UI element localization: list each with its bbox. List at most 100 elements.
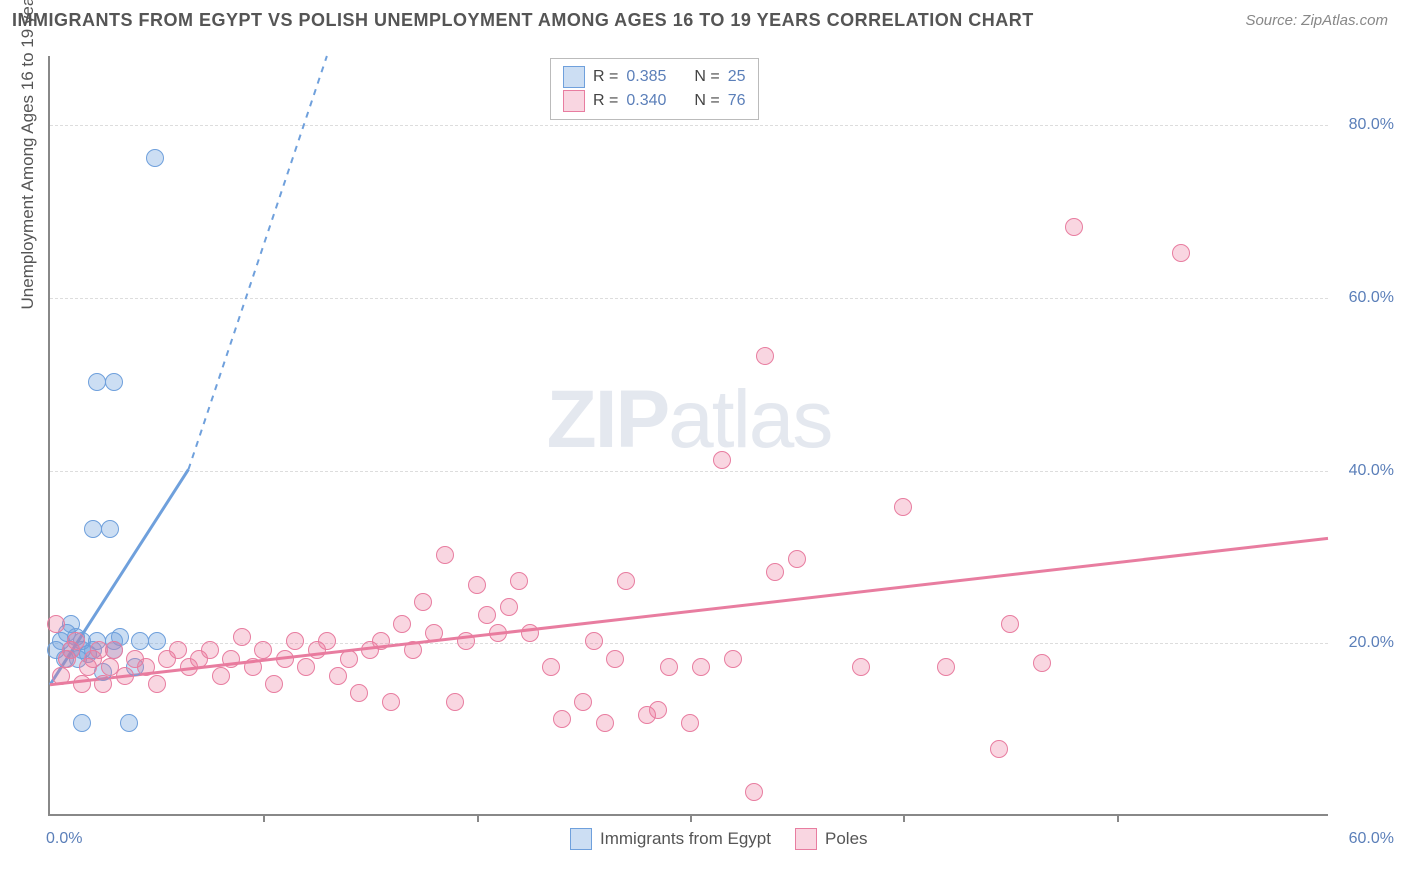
scatter-point — [414, 593, 432, 611]
scatter-point — [404, 641, 422, 659]
scatter-point — [276, 650, 294, 668]
scatter-point — [660, 658, 678, 676]
scatter-point — [990, 740, 1008, 758]
scatter-point — [84, 520, 102, 538]
x-tick — [263, 814, 265, 822]
scatter-point — [254, 641, 272, 659]
scatter-point — [137, 658, 155, 676]
series-legend-label: Immigrants from Egypt — [600, 829, 771, 849]
scatter-point — [265, 675, 283, 693]
scatter-point — [745, 783, 763, 801]
scatter-point — [120, 714, 138, 732]
y-tick-label: 60.0% — [1334, 289, 1394, 307]
scatter-point — [73, 675, 91, 693]
scatter-point — [852, 658, 870, 676]
scatter-point — [244, 658, 262, 676]
trend-line-dashed — [188, 56, 326, 469]
x-tick-label: 0.0% — [46, 830, 82, 848]
legend-swatch — [563, 90, 585, 112]
trend-lines-svg — [50, 56, 1328, 814]
scatter-point — [169, 641, 187, 659]
scatter-point — [116, 667, 134, 685]
scatter-point — [329, 667, 347, 685]
scatter-point — [617, 572, 635, 590]
scatter-point — [105, 641, 123, 659]
scatter-point — [318, 632, 336, 650]
scatter-point — [201, 641, 219, 659]
scatter-point — [212, 667, 230, 685]
scatter-point — [131, 632, 149, 650]
legend-swatch — [570, 828, 592, 850]
legend-r-label: R = — [593, 89, 618, 113]
scatter-point — [297, 658, 315, 676]
scatter-point — [649, 701, 667, 719]
legend-swatch — [795, 828, 817, 850]
scatter-point — [1172, 244, 1190, 262]
scatter-point — [101, 520, 119, 538]
scatter-point — [478, 606, 496, 624]
legend-r-value: 0.340 — [626, 89, 666, 113]
scatter-point — [713, 451, 731, 469]
scatter-point — [233, 628, 251, 646]
scatter-point — [766, 563, 784, 581]
scatter-point — [937, 658, 955, 676]
scatter-point — [681, 714, 699, 732]
scatter-point — [724, 650, 742, 668]
legend-n-label: N = — [694, 89, 719, 113]
scatter-point — [468, 576, 486, 594]
scatter-point — [148, 632, 166, 650]
series-legend: Immigrants from Egypt Poles — [570, 828, 868, 850]
scatter-point — [574, 693, 592, 711]
x-tick — [477, 814, 479, 822]
trend-line — [50, 538, 1328, 684]
scatter-point — [1001, 615, 1019, 633]
scatter-point — [148, 675, 166, 693]
legend-r-value: 0.385 — [626, 65, 666, 89]
scatter-point — [73, 714, 91, 732]
y-tick-label: 80.0% — [1334, 116, 1394, 134]
scatter-point — [222, 650, 240, 668]
scatter-point — [585, 632, 603, 650]
y-tick-label: 20.0% — [1334, 634, 1394, 652]
x-tick — [903, 814, 905, 822]
scatter-point — [382, 693, 400, 711]
chart-title: IMMIGRANTS FROM EGYPT VS POLISH UNEMPLOY… — [12, 10, 1034, 31]
scatter-point — [1033, 654, 1051, 672]
scatter-point — [606, 650, 624, 668]
scatter-point — [500, 598, 518, 616]
scatter-point — [692, 658, 710, 676]
legend-n-label: N = — [694, 65, 719, 89]
scatter-plot-area: ZIPatlas R =0.385N =25R =0.340N =76 Immi… — [48, 56, 1328, 816]
scatter-point — [393, 615, 411, 633]
scatter-point — [436, 546, 454, 564]
series-legend-item: Poles — [795, 828, 868, 850]
series-legend-label: Poles — [825, 829, 868, 849]
scatter-point — [1065, 218, 1083, 236]
scatter-point — [788, 550, 806, 568]
scatter-point — [596, 714, 614, 732]
scatter-point — [542, 658, 560, 676]
scatter-point — [489, 624, 507, 642]
scatter-point — [286, 632, 304, 650]
scatter-point — [94, 675, 112, 693]
scatter-point — [146, 149, 164, 167]
legend-n-value: 25 — [728, 65, 746, 89]
legend-row: R = 0.385 N = 25 — [563, 65, 746, 89]
scatter-point — [446, 693, 464, 711]
scatter-point — [521, 624, 539, 642]
x-tick-label: 60.0% — [1349, 830, 1394, 848]
scatter-point — [372, 632, 390, 650]
scatter-point — [425, 624, 443, 642]
scatter-point — [67, 632, 85, 650]
scatter-point — [756, 347, 774, 365]
source-attribution: Source: ZipAtlas.com — [1245, 12, 1388, 29]
legend-row: R = 0.340 N = 76 — [563, 89, 746, 113]
scatter-point — [894, 498, 912, 516]
scatter-point — [510, 572, 528, 590]
scatter-point — [340, 650, 358, 668]
legend-r-label: R = — [593, 65, 618, 89]
legend-swatch — [563, 66, 585, 88]
legend-n-value: 76 — [728, 89, 746, 113]
y-axis-label: Unemployment Among Ages 16 to 19 years — [18, 0, 38, 446]
scatter-point — [105, 373, 123, 391]
